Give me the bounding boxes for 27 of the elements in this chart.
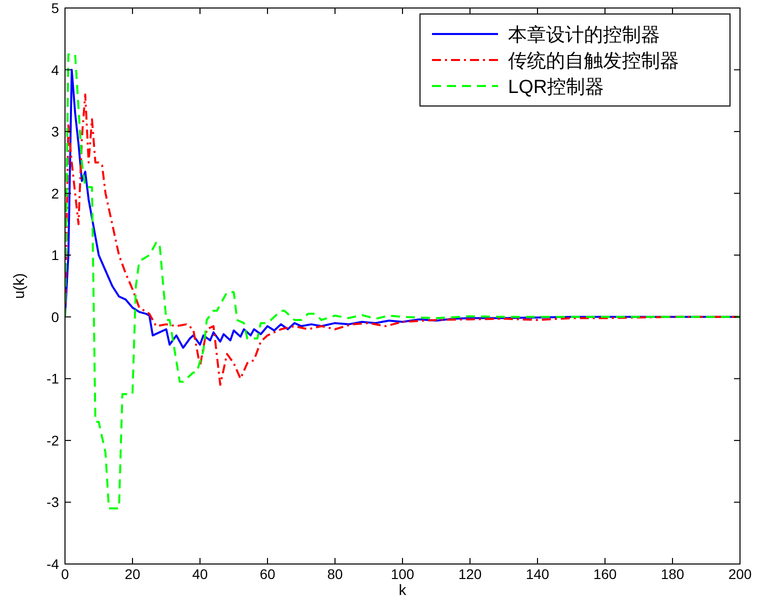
y-tick-label: 4 [51, 62, 60, 78]
legend-label: 传统的自触发控制器 [508, 51, 679, 72]
y-tick-label: 3 [51, 124, 60, 140]
legend-label: LQR控制器 [508, 77, 604, 98]
x-tick-label: 180 [660, 566, 684, 582]
x-tick-label: 60 [260, 566, 276, 582]
y-tick-label: -1 [46, 370, 60, 387]
x-tick-label: 100 [390, 566, 414, 582]
x-tick-label: 160 [593, 566, 617, 582]
y-tick-label: 0 [51, 308, 60, 325]
y-tick-label: 5 [51, 0, 60, 16]
x-tick-label: 40 [192, 566, 208, 582]
x-tick-label: 20 [124, 566, 140, 582]
y-tick-label: 1 [51, 247, 60, 264]
x-axis-title: k [398, 582, 407, 598]
x-tick-label: 200 [728, 566, 752, 582]
x-tick-label: 140 [526, 566, 550, 582]
x-tick-label: 120 [458, 566, 482, 582]
y-axis-title: u(k) [11, 273, 28, 299]
x-tick-label: 80 [327, 566, 343, 582]
line-series [65, 53, 740, 510]
y-tick-label: -4 [46, 556, 60, 572]
x-tick-label: 0 [61, 566, 70, 582]
legend-label: 本章设计的控制器 [508, 24, 660, 46]
y-tick-label: 2 [51, 185, 60, 202]
y-tick-label: -3 [46, 494, 60, 510]
y-tick-label: -2 [46, 432, 60, 448]
